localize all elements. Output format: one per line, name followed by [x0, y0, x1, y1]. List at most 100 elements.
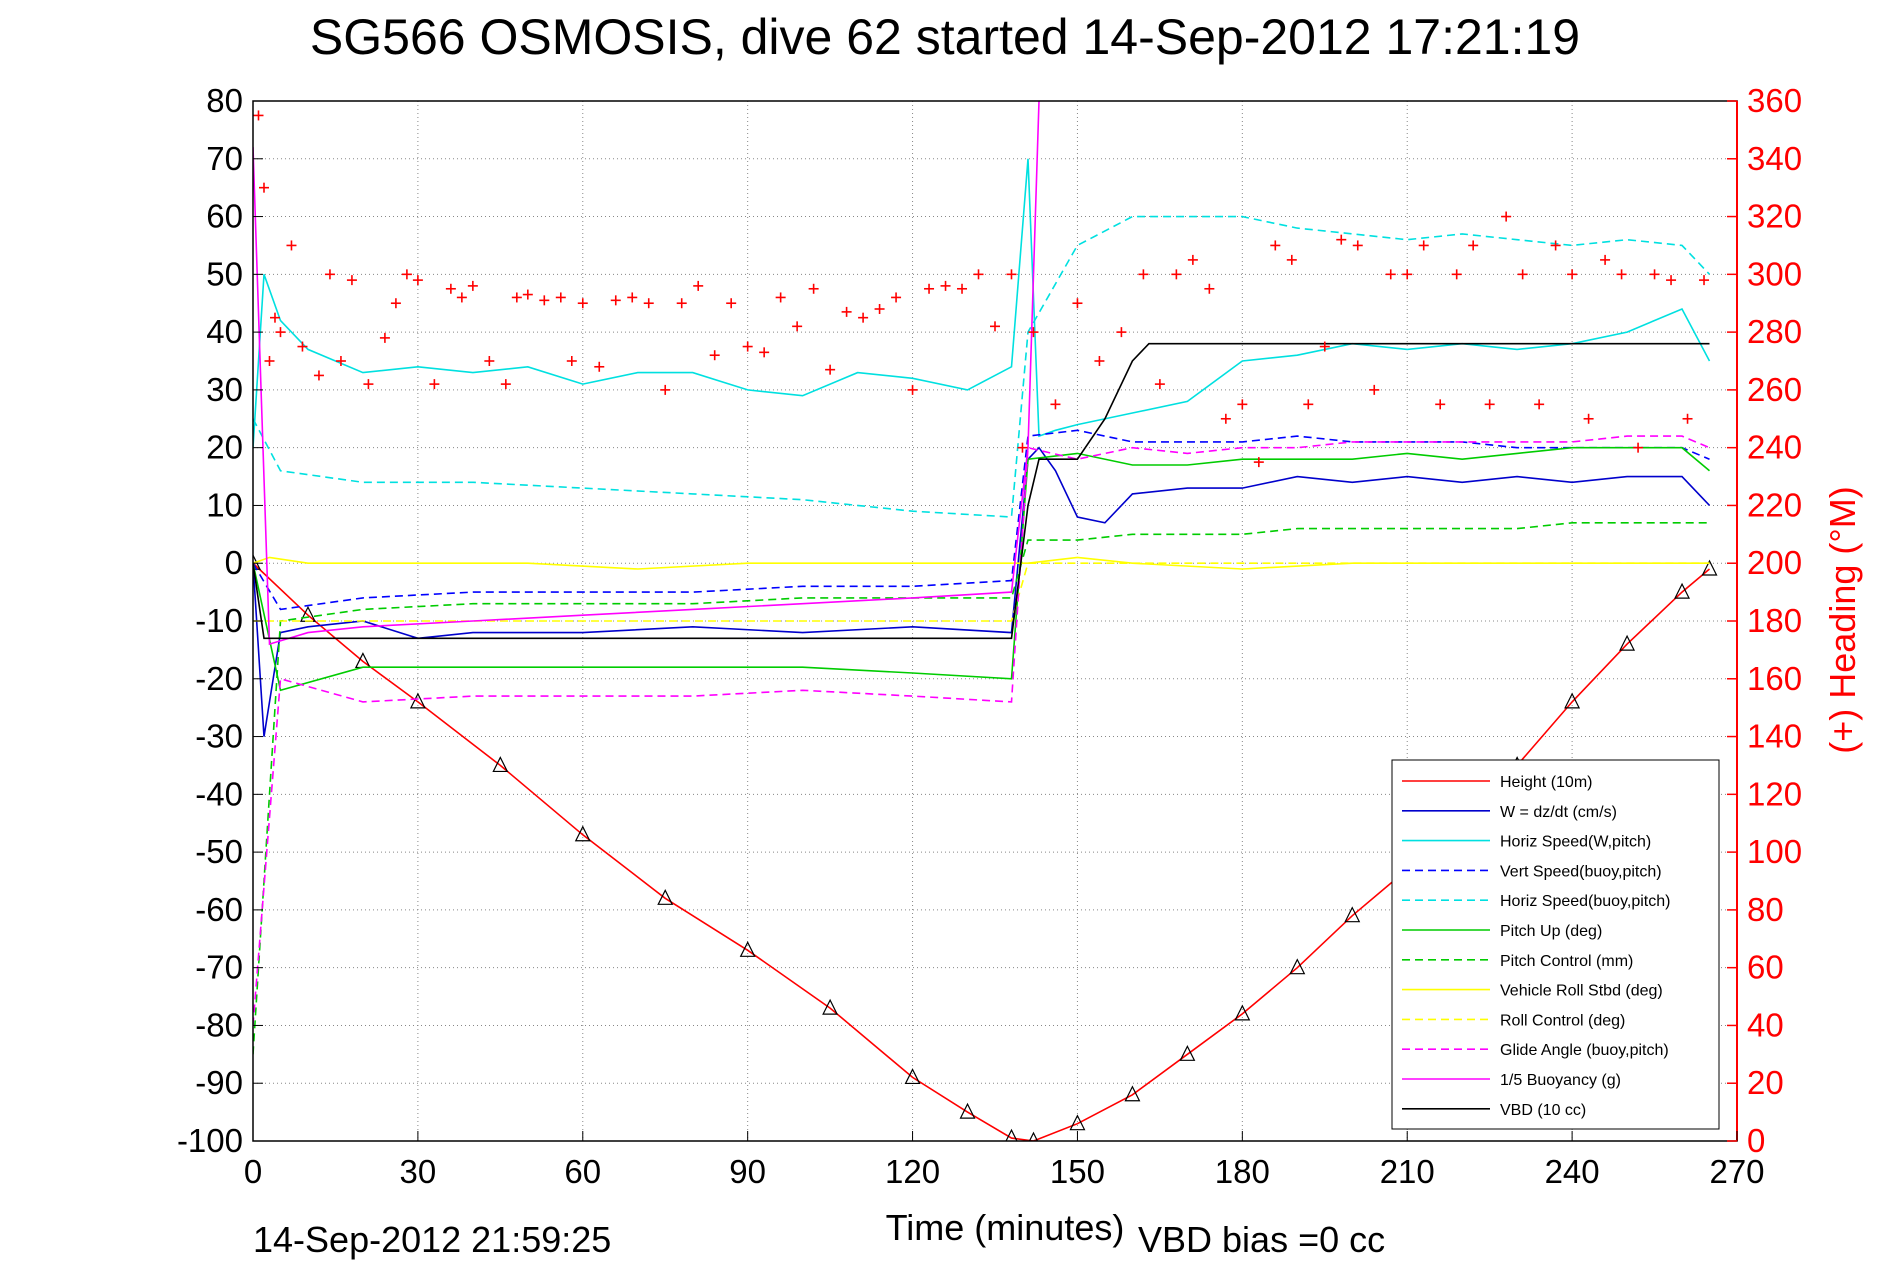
heading-point — [346, 275, 357, 286]
heading-point — [1583, 413, 1594, 424]
heading-point — [1418, 240, 1429, 251]
depth-marker — [1234, 1004, 1251, 1021]
heading-layer — [253, 110, 1710, 468]
y2-tick-label: 160 — [1747, 660, 1802, 697]
heading-point — [957, 283, 968, 294]
heading-point — [1050, 399, 1061, 410]
depth-marker — [904, 1068, 921, 1085]
y2-tick-label: 240 — [1747, 429, 1802, 466]
heading-point — [258, 182, 269, 193]
heading-point — [907, 384, 918, 395]
heading-point — [1028, 327, 1039, 338]
heading-point — [456, 292, 467, 303]
heading-point — [522, 289, 533, 300]
series-line-7 — [253, 521, 1710, 1055]
depth-marker — [1124, 1085, 1141, 1102]
heading-point — [1253, 457, 1264, 468]
x-tick-label: 180 — [1215, 1153, 1270, 1190]
y2-tick-label: 360 — [1747, 82, 1802, 119]
heading-point — [973, 269, 984, 280]
y2-axis-ticks: 3603403203002802602402202001801601401201… — [1727, 82, 1802, 1159]
y2-axis-label: (+) Heading (°M) — [1822, 486, 1863, 753]
y-tick-label: -50 — [195, 833, 243, 870]
heading-point — [1550, 240, 1561, 251]
heading-point — [379, 332, 390, 343]
legend-label: 1/5 Buoyancy (g) — [1500, 1072, 1621, 1089]
heading-point — [363, 379, 374, 390]
heading-point — [1072, 298, 1083, 309]
heading-point — [610, 295, 621, 306]
legend-label: Roll Control (deg) — [1500, 1012, 1625, 1029]
depth-marker — [574, 825, 591, 842]
depth-marker — [1005, 1128, 1018, 1141]
x-tick-label: 270 — [1709, 1153, 1764, 1190]
heading-point — [1220, 413, 1231, 424]
legend-label: Pitch Up (deg) — [1500, 923, 1602, 940]
x-axis-ticks: 0 30 60 90 120 150 180 210 240 270 — [244, 1131, 1765, 1190]
depth-marker — [1674, 582, 1691, 599]
y2-tick-label: 60 — [1747, 949, 1784, 986]
heading-point — [1435, 399, 1446, 410]
heading-point — [742, 341, 753, 352]
series-line-12 — [253, 342, 1710, 640]
heading-point — [1187, 254, 1198, 265]
heading-point — [253, 110, 264, 121]
y2-tick-label: 140 — [1747, 718, 1802, 755]
heading-point — [1385, 269, 1396, 280]
y-tick-label: -40 — [195, 775, 243, 812]
y2-tick-label: 20 — [1747, 1064, 1784, 1101]
heading-point — [445, 283, 456, 294]
heading-point — [1204, 283, 1215, 294]
x-tick-label: 150 — [1050, 1153, 1105, 1190]
heading-point — [555, 292, 566, 303]
depth-marker — [409, 692, 426, 709]
y-axis-ticks: 80 70 60 50 40 30 20 10 0 -10 -20 -30 -40 -50 -60 -70 -8… — [177, 82, 263, 1159]
heading-point — [1616, 269, 1627, 280]
depth-marker — [959, 1102, 976, 1119]
heading-point — [335, 356, 346, 366]
y2-tick-label: 120 — [1747, 775, 1802, 812]
y2-tick-label: 100 — [1747, 833, 1802, 870]
y2-tick-label: 200 — [1747, 544, 1802, 581]
x-tick-label: 210 — [1380, 1153, 1435, 1190]
heading-point — [1484, 399, 1495, 410]
depth-marker — [1701, 559, 1718, 576]
heading-point — [759, 347, 770, 358]
y2-tick-label: 280 — [1747, 313, 1802, 350]
depth-marker — [739, 940, 756, 957]
heading-point — [275, 327, 286, 338]
footer-timestamp: 14-Sep-2012 21:59:25 — [253, 1219, 611, 1260]
heading-point — [1319, 341, 1330, 352]
x-tick-label: 30 — [400, 1153, 437, 1190]
y-tick-label: -60 — [195, 891, 243, 928]
heading-point — [484, 356, 495, 366]
heading-point — [1517, 269, 1528, 280]
heading-point — [390, 298, 401, 309]
series-line-3 — [253, 158, 1711, 448]
y-tick-label: 30 — [206, 371, 243, 408]
heading-point — [1699, 275, 1710, 286]
heading-point — [412, 275, 423, 286]
heading-point — [1303, 399, 1314, 410]
heading-point — [709, 350, 720, 361]
heading-point — [1534, 399, 1545, 410]
series-line-11 — [253, 101, 1040, 646]
heading-point — [1682, 413, 1693, 424]
depth-marker — [1619, 634, 1636, 651]
series-line-10 — [253, 435, 1710, 1026]
y2-tick-label: 40 — [1747, 1006, 1784, 1043]
depth-marker — [1564, 692, 1581, 709]
y2-tick-label: 340 — [1747, 140, 1802, 177]
y-tick-label: 70 — [206, 140, 243, 177]
heading-point — [627, 292, 638, 303]
x-tick-label: 90 — [729, 1153, 766, 1190]
depth-marker — [492, 756, 509, 773]
heading-point — [1171, 269, 1182, 280]
heading-point — [1116, 327, 1127, 338]
series-layer — [253, 101, 1718, 1141]
x-axis-label: Time (minutes) — [886, 1207, 1125, 1248]
legend-label: Vehicle Roll Stbd (deg) — [1500, 983, 1663, 1000]
heading-point — [264, 356, 275, 366]
heading-point — [1154, 379, 1165, 390]
heading-point — [858, 312, 869, 323]
